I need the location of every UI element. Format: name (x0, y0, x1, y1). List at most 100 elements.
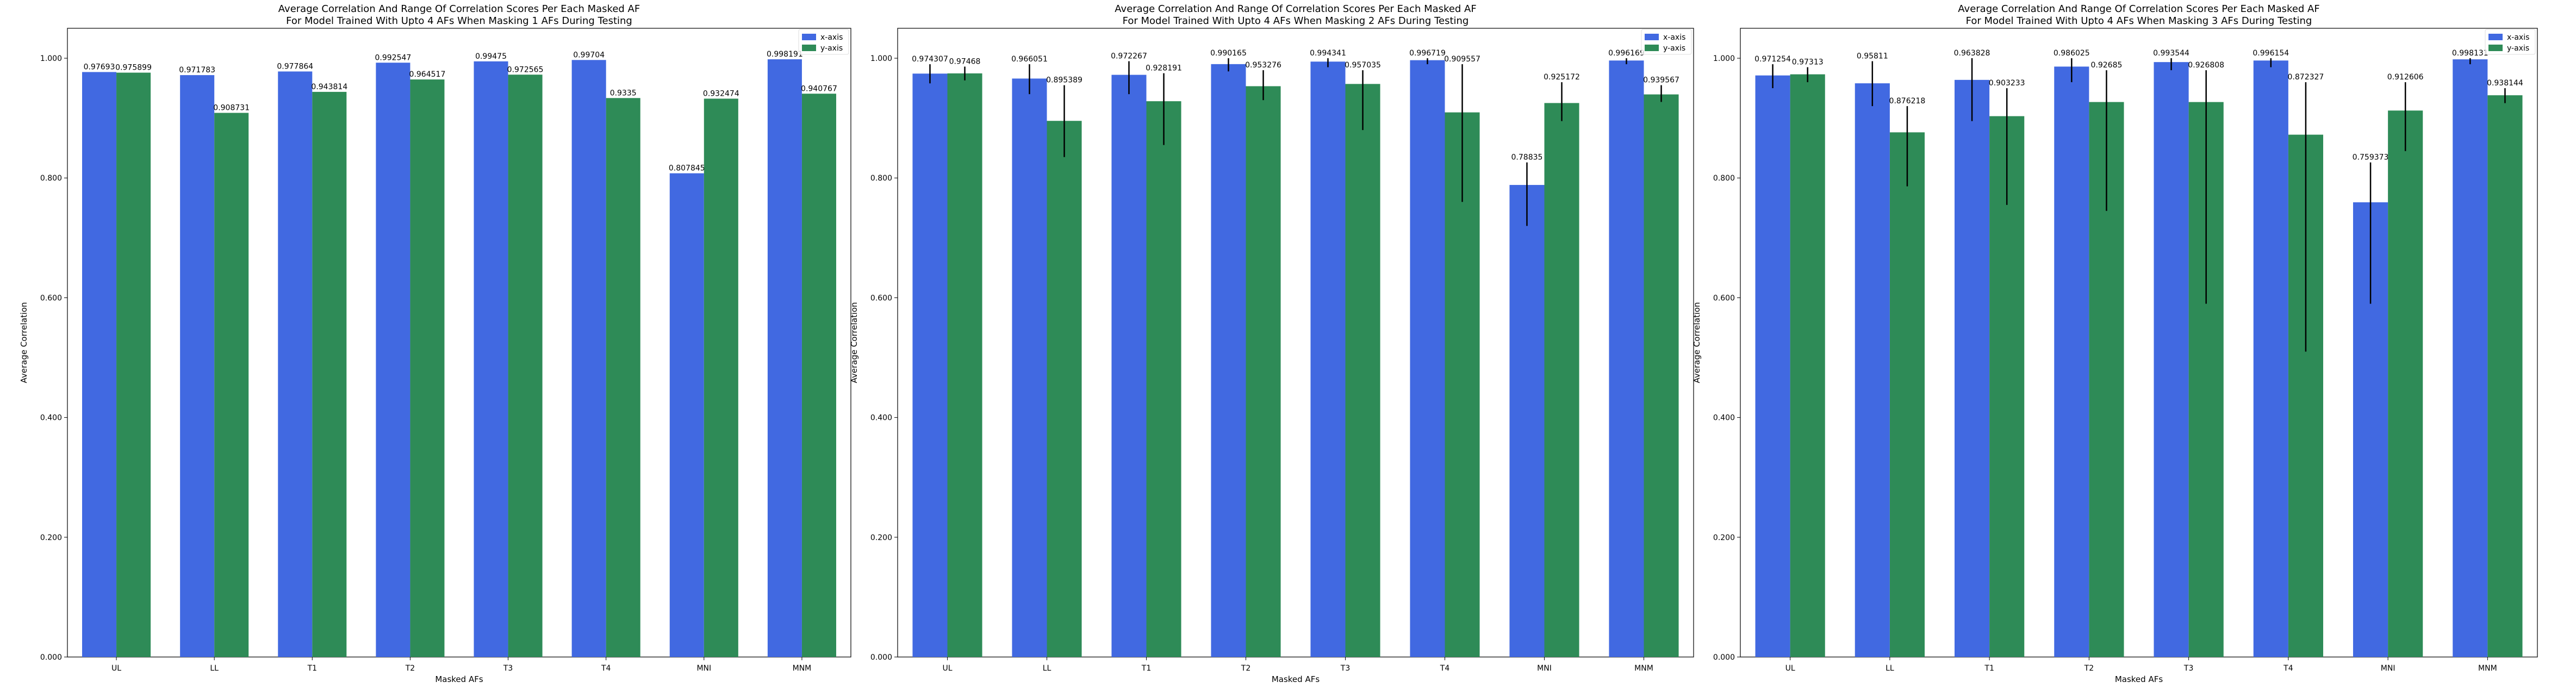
bar-y-axis-T3 (1345, 84, 1380, 657)
x-tick-label: T2 (405, 664, 415, 673)
bar-x-axis-T1 (278, 71, 313, 657)
y-tick-label: 0.200 (1713, 534, 1735, 542)
legend-label-x-axis: x-axis (1663, 33, 1685, 42)
bar-x-axis-T3 (474, 61, 508, 657)
x-tick-label: LL (210, 664, 219, 673)
x-tick-label: T3 (1340, 664, 1350, 673)
data-label: 0.78835 (1511, 153, 1543, 162)
bar-y-axis-LL (1047, 121, 1082, 657)
bar-y-axis-UL (1790, 74, 1825, 657)
chart-panel-2: Average Correlation And Range Of Correla… (849, 3, 1694, 684)
y-tick-label: 0.000 (1713, 653, 1735, 662)
x-tick-label: UL (111, 664, 121, 673)
x-axis-label: Masked AFs (1272, 674, 1320, 684)
data-label: 0.996169 (1608, 49, 1645, 58)
x-tick-label: T1 (1141, 664, 1151, 673)
legend-swatch-x-axis (2488, 34, 2503, 40)
series-x-axis: 0.974307 0.966051 0.972267 0.990165 0.994341… (912, 49, 1645, 658)
y-tick-label: 1.000 (870, 54, 892, 63)
x-tick-label: T2 (2084, 664, 2094, 673)
bar-y-axis-LL (1889, 132, 1925, 658)
bar-x-axis-T3 (1310, 61, 1346, 657)
bar-y-axis-UL (947, 73, 982, 658)
x-tick-label: T1 (307, 664, 317, 673)
series-y-axis: 0.97313 0.876218 0.903233 0.92685 0.926808 0.… (1790, 58, 2523, 658)
bar-x-axis-UL (82, 72, 117, 658)
data-label: 0.938144 (2487, 79, 2523, 88)
series-x-axis: 0.971254 0.95811 0.963828 0.986025 0.993544 0… (1754, 49, 2488, 658)
data-label: 0.990165 (1210, 49, 1247, 58)
data-label: 0.908731 (213, 104, 250, 113)
bar-x-axis-T4 (2253, 60, 2288, 658)
series-y-axis: 0.975899 0.908731 0.943814 0.964517 0.972565… (115, 64, 837, 658)
y-tick-label: 0.400 (870, 414, 892, 423)
bar-x-axis-MNI (1509, 185, 1545, 657)
data-label: 0.95811 (1857, 52, 1888, 61)
bar-x-axis-LL (1012, 78, 1047, 658)
y-tick-label: 0.200 (870, 534, 892, 542)
bar-x-axis-T2 (1211, 64, 1246, 657)
data-label: 0.925172 (1544, 73, 1580, 82)
chart-title: Average Correlation And Range Of Correla… (278, 3, 640, 15)
bar-x-axis-T4 (1410, 60, 1445, 658)
bar-y-axis-MNM (1644, 94, 1679, 658)
x-axis-label: Masked AFs (435, 674, 483, 684)
y-tick-label: 0.800 (870, 174, 892, 183)
data-label: 0.971254 (1754, 55, 1791, 64)
plot-frame (67, 28, 851, 658)
chart-panel-1: Average Correlation And Range Of Correla… (19, 3, 851, 684)
data-label: 0.97468 (949, 57, 981, 66)
legend: x-axis y-axis (2485, 29, 2536, 55)
data-label: 0.986025 (2054, 49, 2090, 58)
bar-y-axis-T1 (312, 91, 347, 657)
data-label: 0.97693 (84, 63, 115, 71)
legend-swatch-y-axis (802, 45, 816, 51)
bar-x-axis-UL (1755, 75, 1790, 658)
chart-subtitle: For Model Trained With Upto 4 AFs When M… (286, 15, 632, 27)
data-label: 0.996154 (2253, 49, 2289, 58)
x-tick-label: T4 (1440, 664, 1450, 673)
plot-frame (1740, 28, 2538, 658)
data-label: 0.992547 (375, 53, 412, 62)
data-label: 0.966051 (1011, 55, 1048, 64)
bar-y-axis-T1 (1989, 116, 2025, 657)
legend-label-y-axis: y-axis (820, 44, 843, 53)
bar-y-axis-MNI (1544, 103, 1579, 657)
legend-label-y-axis: y-axis (2507, 44, 2529, 53)
y-tick-label: 0.400 (1713, 414, 1735, 423)
bar-y-axis-T4 (606, 98, 640, 657)
y-axis-label: Average Correlation (19, 302, 29, 383)
data-label: 0.943814 (311, 83, 347, 91)
legend-swatch-y-axis (1645, 45, 1659, 51)
x-tick-label: T3 (2183, 664, 2193, 673)
data-label: 0.928191 (1146, 64, 1182, 73)
bar-x-axis-T1 (1954, 79, 1990, 658)
x-tick-label: MNI (1537, 664, 1552, 673)
data-label: 0.998191 (767, 50, 803, 59)
data-label: 0.99475 (475, 52, 507, 61)
legend: x-axis y-axis (1641, 29, 1692, 55)
legend-label-y-axis: y-axis (1663, 44, 1685, 53)
y-tick-label: 0.800 (1713, 174, 1735, 183)
legend-swatch-x-axis (1645, 34, 1659, 40)
data-label: 0.971783 (179, 66, 215, 75)
chart-subtitle: For Model Trained With Upto 4 AFs When M… (1123, 15, 1469, 27)
chart-title: Average Correlation And Range Of Correla… (1115, 3, 1476, 15)
bar-x-axis-MNM (1609, 60, 1644, 657)
y-axis-label: Average Correlation (849, 302, 859, 383)
bar-x-axis-T2 (376, 63, 410, 657)
bar-y-axis-T4 (1445, 112, 1480, 658)
y-tick-label: 0.000 (40, 653, 62, 662)
data-label: 0.912606 (2387, 73, 2424, 82)
chart-title: Average Correlation And Range Of Correla… (1958, 3, 2319, 15)
bar-x-axis-T3 (2154, 62, 2189, 657)
bar-y-axis-T2 (1246, 86, 1281, 657)
data-label: 0.953276 (1245, 61, 1281, 70)
data-label: 0.972565 (507, 65, 544, 74)
bar-y-axis-MNI (704, 98, 738, 658)
x-tick-label: LL (1043, 664, 1051, 673)
data-label: 0.909557 (1444, 55, 1480, 64)
y-tick-label: 0.000 (870, 653, 892, 662)
data-label: 0.92685 (2090, 61, 2122, 70)
